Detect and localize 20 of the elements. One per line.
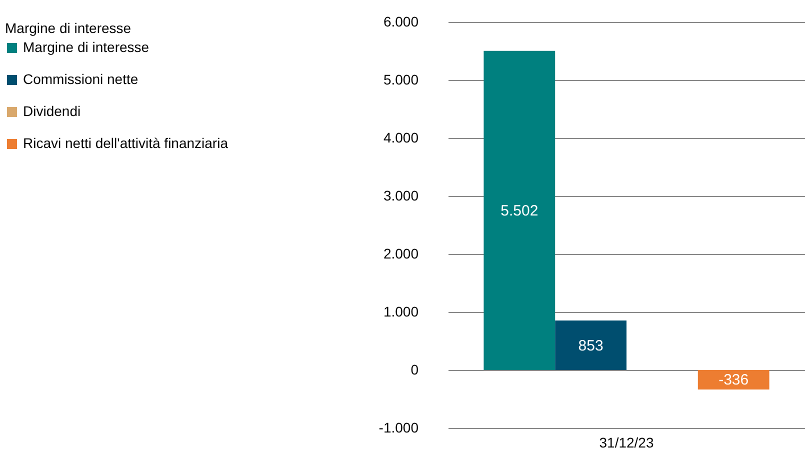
legend-title: Margine di interesse (5, 20, 132, 36)
y-tick-label: 2.000 (383, 246, 419, 262)
data-label: -336 (718, 372, 749, 389)
legend-label: Ricavi netti dell'attività finanziaria (23, 135, 228, 151)
legend-label: Commissioni nette (23, 71, 138, 87)
bar (484, 50, 556, 370)
legend-label: Dividendi (23, 103, 81, 119)
y-tick-label: 1.000 (383, 304, 419, 320)
y-tick-label: 6.000 (383, 14, 419, 30)
legend-label: Margine di interesse (23, 39, 150, 55)
y-tick-label: 5.000 (383, 72, 419, 88)
y-tick-label: 0 (410, 362, 419, 378)
y-tick-label: -1.000 (378, 420, 419, 436)
bar (555, 320, 626, 370)
data-label: 853 (578, 337, 604, 354)
bar (698, 370, 770, 390)
x-tick-label: 31/12/23 (599, 434, 654, 450)
data-label: 5.502 (500, 202, 538, 220)
y-tick-label: 3.000 (383, 188, 419, 204)
y-tick-label: 4.000 (383, 130, 419, 146)
